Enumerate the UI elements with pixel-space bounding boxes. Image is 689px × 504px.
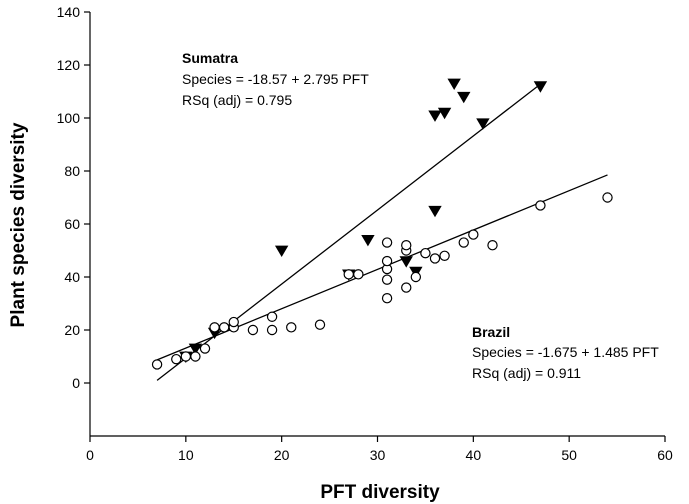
data-point-brazil (381, 237, 393, 248)
data-point-brazil (468, 229, 479, 240)
x-tick-label: 10 (178, 447, 194, 463)
data-point-brazil (535, 200, 546, 211)
data-point-brazil (487, 239, 498, 251)
data-point-brazil (439, 250, 450, 261)
annotation-sumatra-rsq: RSq (adj) = 0.795 (182, 92, 292, 108)
annotation-brazil: Brazil Species = -1.675 + 1.485 PFT RSq … (472, 324, 659, 381)
data-point-brazil (247, 324, 259, 336)
data-point-sumatra (437, 107, 452, 120)
annotation-sumatra-equation: Species = -18.57 + 2.795 PFT (182, 71, 369, 87)
data-point-sumatra (399, 256, 413, 268)
data-point-brazil (381, 274, 393, 285)
annotation-brazil-rsq: RSq (adj) = 0.911 (472, 365, 581, 381)
fit-lines (156, 83, 608, 381)
data-point-brazil (151, 359, 163, 370)
y-tick-label: 120 (57, 57, 81, 73)
x-tick-label: 40 (466, 447, 482, 463)
data-point-sumatra (361, 234, 375, 247)
markers (151, 78, 613, 370)
data-point-sumatra (447, 78, 461, 91)
axes: 0 10 20 30 40 50 60 0 20 40 60 80 100 120 140 (57, 4, 673, 463)
data-point-brazil (458, 237, 469, 248)
y-tick-label: 80 (64, 163, 80, 179)
x-tick-label: 30 (370, 447, 386, 463)
y-tick-label: 100 (57, 110, 81, 126)
data-point-sumatra (428, 110, 442, 122)
data-point-brazil (420, 247, 431, 259)
data-point-sumatra (274, 245, 289, 257)
x-ticks: 0 10 20 30 40 50 60 (86, 436, 673, 463)
data-point-brazil (190, 351, 201, 362)
data-point-brazil (228, 316, 239, 328)
data-point-brazil (199, 343, 211, 354)
data-point-sumatra (457, 91, 471, 104)
data-point-brazil (266, 311, 278, 322)
annotation-brazil-equation: Species = -1.675 + 1.485 PFT (472, 344, 659, 360)
data-point-sumatra (476, 118, 490, 130)
data-point-brazil (286, 322, 297, 333)
data-point-brazil (180, 351, 192, 362)
data-point-brazil (209, 322, 220, 333)
data-point-sumatra (188, 343, 203, 356)
data-point-brazil (218, 322, 230, 333)
x-axis-title: PFT diversity (320, 482, 440, 503)
y-tick-label: 0 (72, 375, 80, 391)
data-point-brazil (401, 282, 412, 293)
data-point-brazil (602, 192, 613, 203)
data-point-brazil (381, 255, 393, 267)
y-axis-title: Plant species diversity (8, 122, 29, 327)
data-point-brazil (343, 269, 354, 280)
annotation-sumatra-title: Sumatra (182, 50, 238, 66)
y-tick-label: 20 (64, 322, 80, 338)
data-point-sumatra (428, 205, 442, 218)
data-point-brazil (401, 239, 412, 251)
data-point-sumatra (533, 81, 548, 93)
data-point-brazil (266, 324, 278, 336)
x-tick-label: 50 (561, 447, 577, 463)
y-tick-label: 40 (64, 269, 80, 285)
annotation-brazil-title: Brazil (472, 324, 510, 340)
data-point-brazil (353, 269, 364, 280)
data-point-brazil (314, 319, 326, 330)
data-point-brazil (410, 271, 422, 283)
x-tick-label: 60 (657, 447, 673, 463)
data-point-brazil (381, 293, 393, 304)
annotation-sumatra: Sumatra Species = -18.57 + 2.795 PFT RSq… (182, 50, 369, 108)
x-tick-label: 0 (86, 447, 94, 463)
y-tick-label: 140 (57, 4, 81, 20)
y-ticks: 0 20 40 60 80 100 120 140 (57, 4, 90, 391)
y-tick-label: 60 (64, 216, 80, 232)
data-point-brazil (429, 253, 441, 264)
data-point-brazil (171, 353, 182, 365)
x-tick-label: 20 (274, 447, 290, 463)
